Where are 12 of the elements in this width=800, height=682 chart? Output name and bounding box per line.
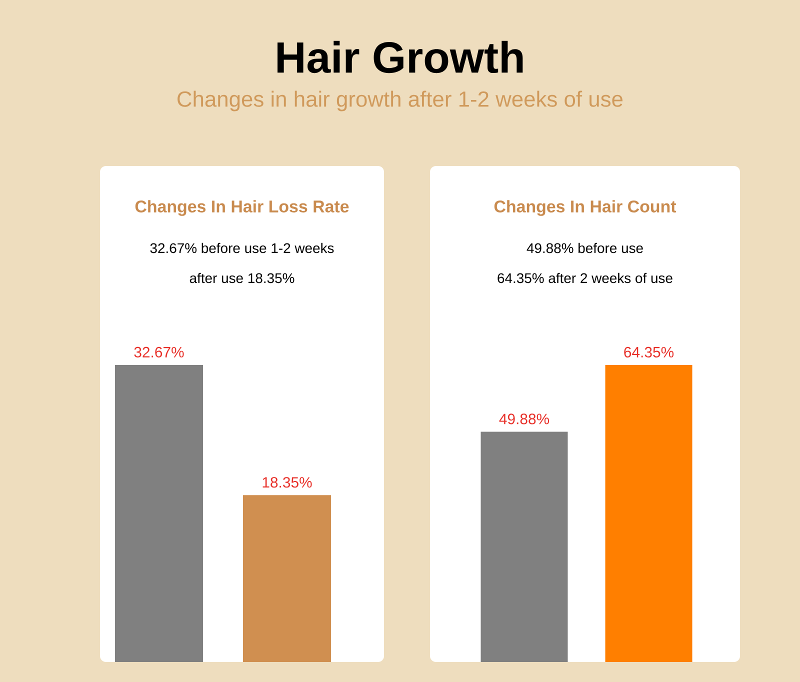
chart-title: Changes In Hair Loss Rate (135, 200, 349, 216)
data-label: 18.35% (262, 477, 312, 488)
data-label: 32.67% (134, 346, 184, 358)
text: Changes in hair growth after 1-2 weeks of use (178, 90, 623, 112)
data-label: 49.88% (499, 414, 550, 424)
text: Hair Growth (278, 40, 523, 74)
text: 49.88% before use (526, 242, 643, 254)
text: after use 18.35% (190, 272, 294, 284)
text: 64.35% after 2 weeks of use (498, 272, 672, 284)
text: 32.67% before use 1-2 weeks (150, 242, 334, 254)
chart-title: Changes In Hair Count (494, 200, 676, 216)
data-label: 64.35% (624, 346, 674, 358)
